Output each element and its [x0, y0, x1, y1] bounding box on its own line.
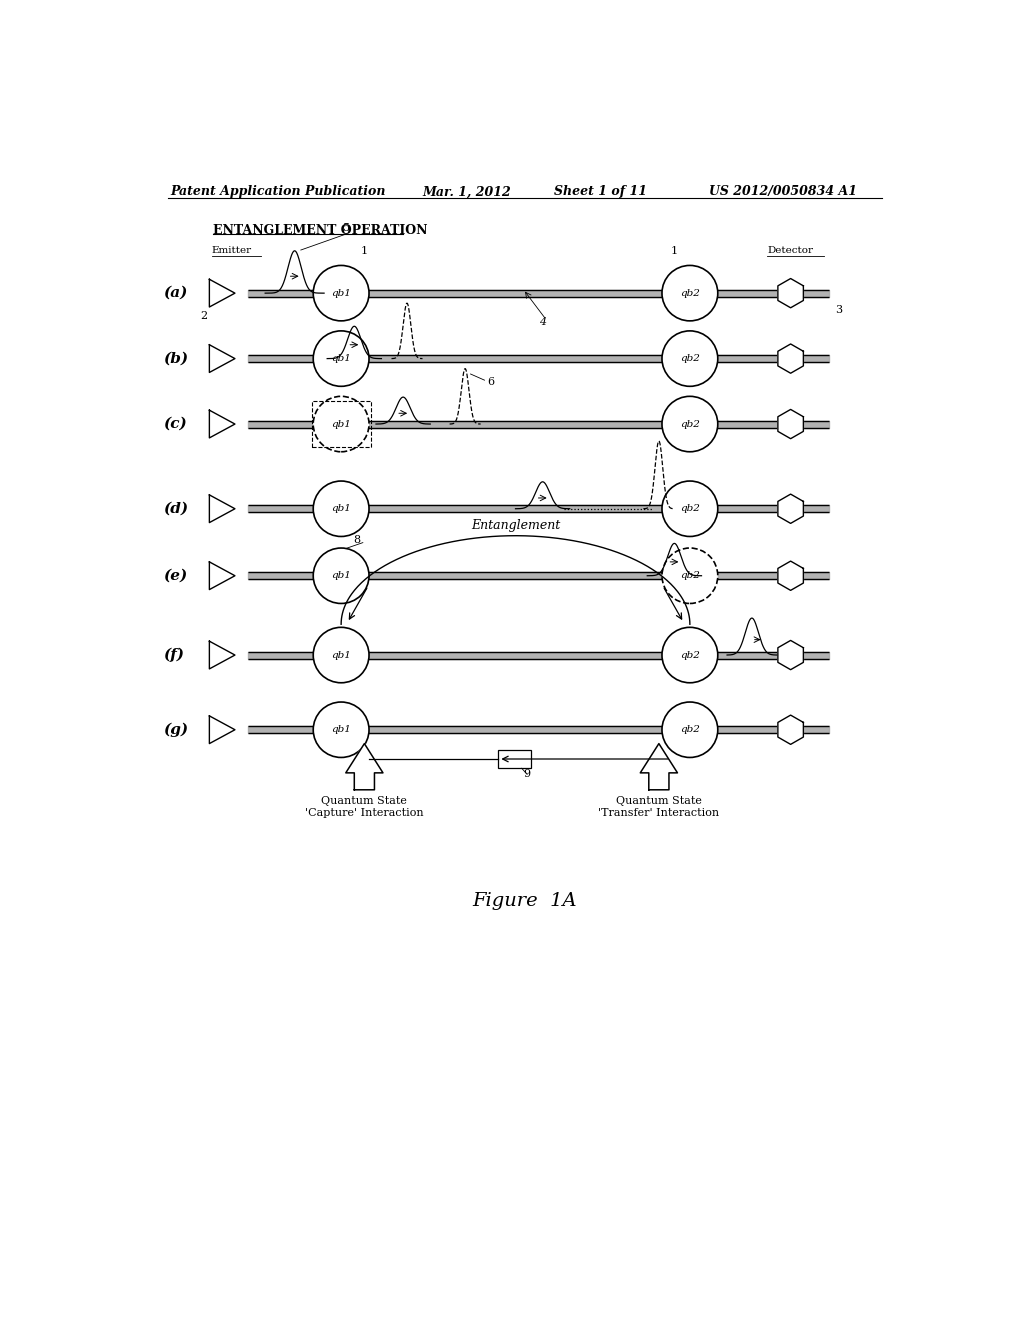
Circle shape: [313, 265, 369, 321]
Circle shape: [662, 627, 718, 682]
Text: (a): (a): [163, 286, 187, 300]
Text: 1: 1: [360, 247, 368, 256]
Circle shape: [662, 548, 718, 603]
Text: Emitter: Emitter: [212, 246, 252, 255]
Circle shape: [662, 331, 718, 387]
Text: (g): (g): [163, 722, 188, 737]
Text: qb1: qb1: [331, 651, 351, 660]
Text: Patent Application Publication: Patent Application Publication: [171, 185, 386, 198]
Polygon shape: [778, 494, 804, 524]
Text: US 2012/0050834 A1: US 2012/0050834 A1: [710, 185, 857, 198]
Text: Figure  1A: Figure 1A: [472, 892, 578, 911]
Text: qb2: qb2: [680, 420, 699, 429]
Text: Detector: Detector: [767, 246, 813, 255]
Text: 8: 8: [352, 536, 359, 545]
Text: (e): (e): [163, 569, 187, 582]
Circle shape: [313, 548, 369, 603]
Text: ENTANGLEMENT OPERATION: ENTANGLEMENT OPERATION: [213, 224, 428, 236]
Text: qb1: qb1: [331, 289, 351, 297]
Text: qb1: qb1: [331, 504, 351, 513]
Polygon shape: [778, 640, 804, 669]
Text: Sheet 1 of 11: Sheet 1 of 11: [554, 185, 647, 198]
Polygon shape: [778, 345, 804, 374]
Polygon shape: [778, 561, 804, 590]
Polygon shape: [209, 411, 234, 438]
Text: qb1: qb1: [331, 354, 351, 363]
Polygon shape: [778, 409, 804, 438]
Text: qb2: qb2: [680, 572, 699, 581]
Polygon shape: [209, 495, 234, 523]
Text: Quantum State
'Capture' Interaction: Quantum State 'Capture' Interaction: [305, 796, 424, 817]
Text: Mar. 1, 2012: Mar. 1, 2012: [423, 185, 511, 198]
Circle shape: [662, 396, 718, 451]
Polygon shape: [346, 743, 383, 789]
Circle shape: [662, 480, 718, 536]
Circle shape: [313, 331, 369, 387]
Text: Quantum State
'Transfer' Interaction: Quantum State 'Transfer' Interaction: [598, 796, 720, 817]
Polygon shape: [778, 715, 804, 744]
Polygon shape: [778, 279, 804, 308]
Circle shape: [313, 480, 369, 536]
Circle shape: [662, 702, 718, 758]
Text: 1: 1: [671, 247, 678, 256]
Text: qb2: qb2: [680, 289, 699, 297]
Text: 3: 3: [835, 305, 842, 315]
Polygon shape: [209, 715, 234, 743]
Text: qb2: qb2: [680, 651, 699, 660]
Text: qb2: qb2: [680, 725, 699, 734]
Polygon shape: [640, 743, 678, 789]
Text: qb1: qb1: [331, 420, 351, 429]
Text: (d): (d): [163, 502, 188, 516]
Text: (b): (b): [163, 351, 188, 366]
Text: qb1: qb1: [331, 725, 351, 734]
Text: 2: 2: [200, 312, 207, 321]
Polygon shape: [209, 280, 234, 308]
Text: 5: 5: [343, 223, 350, 234]
Text: 9: 9: [523, 768, 530, 779]
Text: 6: 6: [486, 376, 494, 387]
Text: Entanglement: Entanglement: [471, 519, 560, 532]
Circle shape: [313, 627, 369, 682]
Circle shape: [662, 265, 718, 321]
Text: qb2: qb2: [680, 504, 699, 513]
Text: qb2: qb2: [680, 354, 699, 363]
Circle shape: [313, 396, 369, 451]
Polygon shape: [209, 562, 234, 590]
Text: (f): (f): [163, 648, 184, 663]
Text: (c): (c): [163, 417, 186, 432]
Text: 4: 4: [539, 317, 546, 327]
Circle shape: [313, 702, 369, 758]
Polygon shape: [209, 642, 234, 669]
Text: qb1: qb1: [331, 572, 351, 581]
Polygon shape: [209, 345, 234, 372]
